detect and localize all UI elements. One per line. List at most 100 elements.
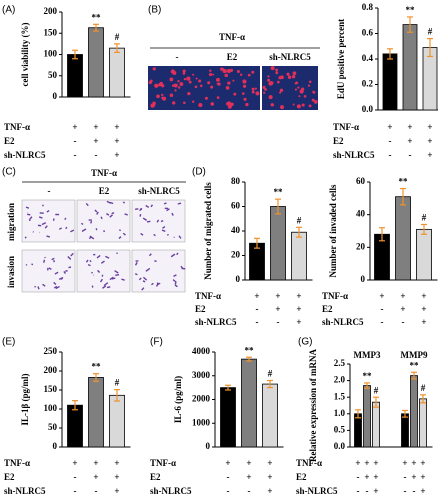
cell — [172, 71, 177, 75]
y-axis-label: IL-6 (pg/ml) — [173, 376, 183, 423]
column-label: E2 — [227, 52, 238, 62]
cell — [146, 220, 151, 223]
cell — [270, 103, 275, 107]
cell — [303, 94, 307, 98]
condition-sign: - — [74, 486, 77, 496]
error-bar — [411, 371, 417, 380]
cell — [85, 202, 89, 207]
cell — [100, 260, 105, 264]
bar — [109, 47, 125, 98]
condition-sign: + — [93, 458, 98, 468]
cell — [48, 267, 52, 271]
bar — [249, 242, 265, 281]
cell — [313, 100, 318, 104]
panel-label: (B) — [148, 5, 161, 16]
cell — [186, 76, 191, 81]
error-bar — [364, 382, 370, 389]
condition-sign: + — [400, 291, 405, 301]
condition-sign: - — [74, 136, 77, 146]
cell — [297, 86, 300, 89]
condition-sign: - — [95, 486, 98, 496]
error-bar — [379, 227, 385, 242]
cell — [64, 217, 67, 220]
condition-sign: + — [114, 150, 119, 160]
error-bar — [407, 16, 413, 33]
cell — [226, 68, 232, 74]
condition-name: E2 — [333, 136, 344, 146]
condition-sign: + — [421, 291, 426, 301]
cell — [173, 83, 178, 88]
cell — [162, 96, 167, 101]
cell — [264, 88, 267, 91]
cell — [178, 235, 182, 239]
bar — [241, 358, 257, 448]
cell — [122, 201, 126, 204]
cell — [251, 70, 255, 74]
bar — [67, 54, 83, 98]
cell — [233, 92, 237, 96]
cell — [169, 93, 174, 98]
y-tick-label: 2.0 — [334, 375, 346, 385]
condition-sign: + — [420, 472, 425, 482]
cell — [198, 103, 203, 108]
cell — [173, 274, 177, 278]
cell — [216, 77, 220, 82]
condition-sign: - — [381, 317, 384, 327]
condition-sign: + — [114, 458, 119, 468]
cell — [96, 254, 101, 259]
cell — [209, 69, 212, 72]
cell — [87, 263, 91, 267]
cell — [46, 235, 51, 238]
y-tick-label: 0.5 — [334, 424, 346, 434]
cell — [270, 66, 275, 71]
cell — [156, 219, 160, 223]
error-bar — [373, 396, 379, 408]
cell — [154, 83, 159, 88]
cell — [222, 68, 225, 71]
cell — [212, 73, 215, 76]
condition-sign: + — [296, 291, 301, 301]
bar — [419, 398, 427, 448]
bar — [220, 387, 236, 448]
error-bar — [387, 48, 393, 60]
bar — [401, 413, 409, 448]
condition-sign: - — [404, 472, 407, 482]
cell — [276, 80, 280, 84]
column-label: - — [176, 52, 179, 62]
condition-name: TNF-α — [322, 291, 348, 301]
cell — [160, 220, 164, 223]
cell — [111, 212, 115, 215]
panel-label: (C) — [2, 167, 16, 178]
bar — [109, 394, 125, 448]
panel-label: (G) — [298, 337, 312, 348]
cell — [85, 259, 89, 263]
cell — [103, 230, 106, 233]
panel-label: (E) — [2, 337, 15, 348]
error-bar — [93, 23, 99, 32]
bar — [354, 413, 362, 448]
error-bar — [427, 37, 433, 58]
condition-sign: + — [387, 122, 392, 132]
cell — [99, 278, 103, 283]
cell — [172, 279, 177, 283]
cell — [176, 252, 179, 256]
condition-name: TNF-α — [296, 458, 322, 468]
cell — [53, 281, 57, 285]
error-bar — [420, 394, 426, 404]
cell — [279, 88, 284, 92]
image-title: TNF-α — [91, 168, 117, 178]
cell — [279, 91, 282, 94]
cell — [109, 214, 113, 218]
cell — [169, 77, 174, 82]
column-label: sh-NLRC5 — [269, 52, 311, 62]
condition-sign: + — [373, 486, 378, 496]
condition-name: TNF-α — [333, 122, 359, 132]
condition-sign: + — [364, 458, 369, 468]
cell — [243, 97, 247, 101]
micrograph — [21, 199, 76, 243]
cell — [166, 208, 170, 212]
cell — [192, 100, 195, 103]
cell — [275, 68, 279, 72]
condition-sign: + — [427, 150, 432, 160]
